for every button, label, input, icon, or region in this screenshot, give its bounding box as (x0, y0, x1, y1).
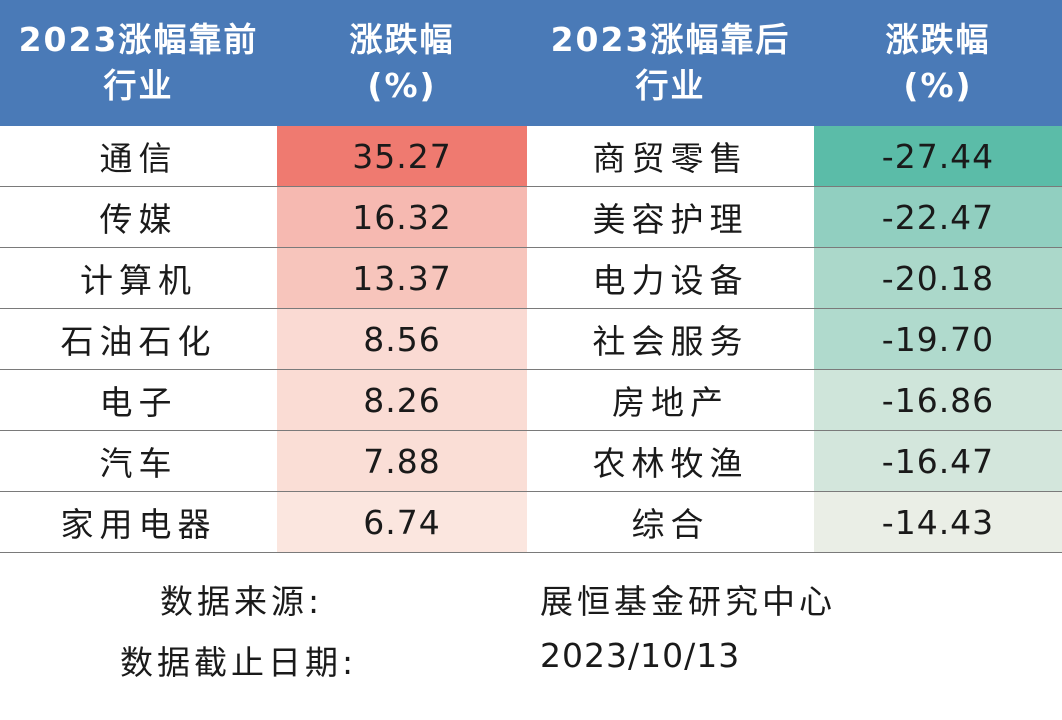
header-bottom-industry-line1: 2023涨幅靠后 (550, 20, 791, 59)
table-row: 石油石化 8.56 社会服务 -19.70 (0, 308, 1062, 370)
cutoff-date-label: 数据截止日期: (120, 643, 358, 682)
top-change-cell: 6.74 (277, 491, 527, 553)
top-industry-cell: 电子 (0, 369, 277, 431)
header-top-industry-line2: 行业 (103, 66, 174, 105)
header-top-change-line1: 涨跌幅 (349, 20, 455, 59)
top-industry-cell: 石油石化 (0, 308, 277, 370)
header-top-change: 涨跌幅 (%) (277, 0, 527, 126)
table-row: 汽车 7.88 农林牧渔 -16.47 (0, 430, 1062, 492)
bottom-change-cell: -19.70 (814, 308, 1062, 370)
table-row: 电子 8.26 房地产 -16.86 (0, 369, 1062, 431)
bottom-change-cell: -14.43 (814, 491, 1062, 553)
top-change-cell: 8.56 (277, 308, 527, 370)
header-bottom-industry: 2023涨幅靠后 行业 (527, 0, 814, 126)
table-row: 计算机 13.37 电力设备 -20.18 (0, 247, 1062, 309)
industry-performance-table: 2023涨幅靠前 行业 涨跌幅 (%) 2023涨幅靠后 行业 涨跌幅 (%) … (0, 0, 1062, 553)
header-top-change-line2: (%) (367, 66, 437, 105)
bottom-industry-cell: 综合 (527, 491, 814, 553)
source-value: 展恒基金研究中心 (540, 582, 836, 621)
bottom-industry-cell: 美容护理 (527, 186, 814, 248)
cutoff-date-value: 2023/10/13 (540, 636, 741, 675)
top-industry-cell: 家用电器 (0, 491, 277, 553)
header-bottom-change-line2: (%) (903, 66, 973, 105)
table-body: 通信 35.27 商贸零售 -27.44 传媒 16.32 美容护理 -22.47 计算机 13.… (0, 126, 1062, 553)
header-top-industry-line1: 2023涨幅靠前 (18, 20, 259, 59)
table-header: 2023涨幅靠前 行业 涨跌幅 (%) 2023涨幅靠后 行业 涨跌幅 (%) (0, 0, 1062, 126)
table-row: 家用电器 6.74 综合 -14.43 (0, 491, 1062, 553)
top-industry-cell: 汽车 (0, 430, 277, 492)
top-industry-cell: 传媒 (0, 186, 277, 248)
table-row: 传媒 16.32 美容护理 -22.47 (0, 186, 1062, 248)
header-bottom-industry-line2: 行业 (635, 66, 706, 105)
top-industry-cell: 通信 (0, 126, 277, 187)
bottom-industry-cell: 社会服务 (527, 308, 814, 370)
top-change-cell: 7.88 (277, 430, 527, 492)
header-top-industry: 2023涨幅靠前 行业 (0, 0, 277, 126)
bottom-change-cell: -27.44 (814, 126, 1062, 187)
header-bottom-change: 涨跌幅 (%) (814, 0, 1062, 126)
top-change-cell: 35.27 (277, 126, 527, 187)
top-change-cell: 8.26 (277, 369, 527, 431)
bottom-change-cell: -22.47 (814, 186, 1062, 248)
bottom-change-cell: -16.47 (814, 430, 1062, 492)
top-change-cell: 16.32 (277, 186, 527, 248)
bottom-industry-cell: 电力设备 (527, 247, 814, 309)
top-industry-cell: 计算机 (0, 247, 277, 309)
bottom-industry-cell: 农林牧渔 (527, 430, 814, 492)
top-change-cell: 13.37 (277, 247, 527, 309)
table-row: 通信 35.27 商贸零售 -27.44 (0, 126, 1062, 187)
bottom-industry-cell: 房地产 (527, 369, 814, 431)
header-bottom-change-line1: 涨跌幅 (885, 20, 991, 59)
bottom-change-cell: -16.86 (814, 369, 1062, 431)
bottom-change-cell: -20.18 (814, 247, 1062, 309)
source-label: 数据来源: (160, 582, 324, 621)
bottom-industry-cell: 商贸零售 (527, 126, 814, 187)
